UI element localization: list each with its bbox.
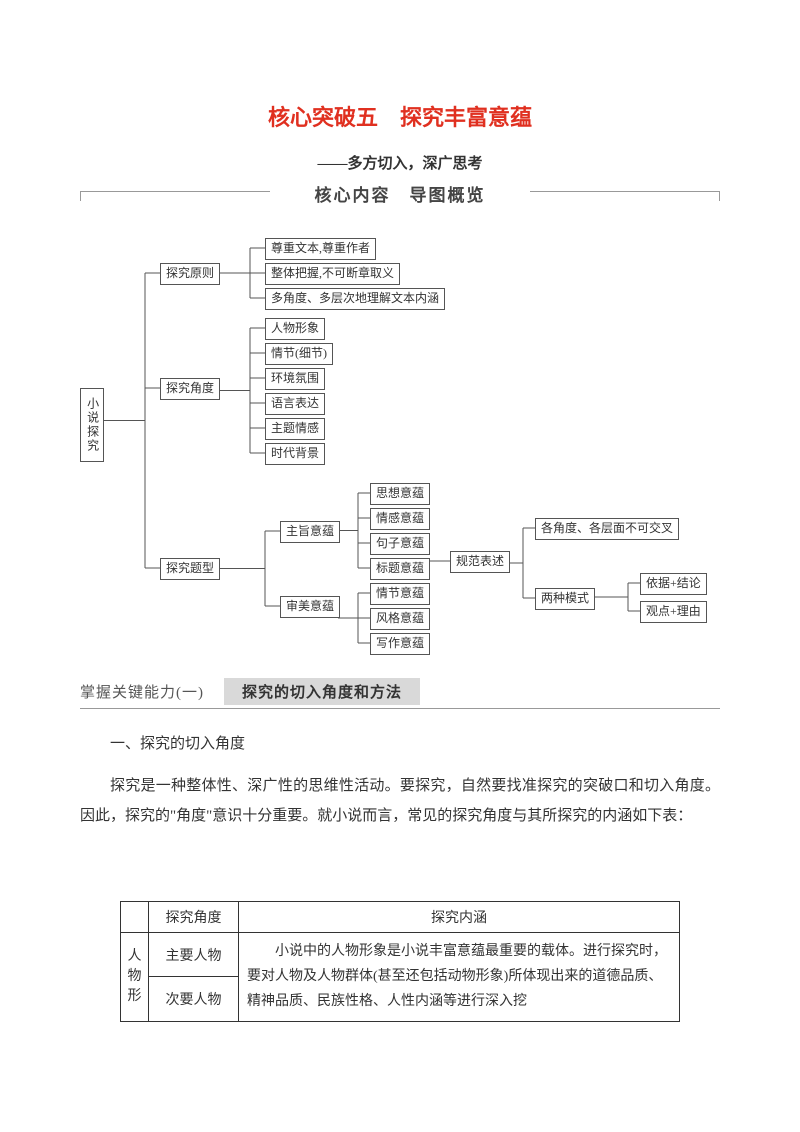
diagram-node: 尊重文本,尊重作者: [265, 238, 376, 260]
diagram-node: 探究题型: [160, 558, 220, 580]
section1-heading: 一、探究的切入角度: [80, 729, 720, 759]
diagram-node: 情节意蕴: [370, 583, 430, 605]
table-row: 人物形 主要人物 小说中的人物形象是小说丰富意蕴最重要的载体。进行探究时，要对人…: [121, 933, 680, 977]
skill-box: 探究的切入角度和方法: [224, 678, 420, 705]
diagram-node: 各角度、各层面不可交叉: [535, 518, 679, 540]
diagram-node: 规范表述: [450, 551, 510, 573]
th-blank: [121, 902, 149, 933]
diagram-node: 标题意蕴: [370, 558, 430, 580]
diagram-node: 主旨意蕴: [280, 521, 340, 543]
diagram-node: 多角度、多层次地理解文本内涵: [265, 288, 445, 310]
th-content: 探究内涵: [239, 902, 680, 933]
diagram-node: 依据+结论: [640, 573, 707, 595]
diagram-node: 写作意蕴: [370, 633, 430, 655]
diagram-node: 观点+理由: [640, 601, 707, 623]
diagram-node: 小说探究: [80, 388, 104, 462]
diagram-node: 环境氛围: [265, 368, 325, 390]
skill-row: 掌握关键能力(一) 探究的切入角度和方法: [80, 678, 720, 709]
td-angle-minor: 次要人物: [149, 977, 239, 1021]
skill-label: 掌握关键能力(一): [80, 681, 204, 702]
diagram-node: 时代背景: [265, 443, 325, 465]
td-angle-main: 主要人物: [149, 933, 239, 977]
page-title: 核心突破五 探究丰富意蕴: [80, 100, 720, 132]
diagram-node: 探究原则: [160, 263, 220, 285]
diagram-node: 人物形象: [265, 318, 325, 340]
diagram-node: 句子意蕴: [370, 533, 430, 555]
td-category: 人物形: [121, 933, 149, 1022]
diagram-node: 主题情感: [265, 418, 325, 440]
concept-diagram: 小说探究 探究原则探究角度探究题型 尊重文本,尊重作者整体把握,不可断章取义多角度、…: [80, 218, 720, 658]
banner-text: 核心内容 导图概览: [315, 186, 486, 205]
diagram-node: 审美意蕴: [280, 596, 340, 618]
section1-para: 探究是一种整体性、深广性的思维性活动。要探究，自然要找准探究的突破口和切入角度。…: [80, 771, 720, 831]
diagram-node: 情感意蕴: [370, 508, 430, 530]
section-banner: 核心内容 导图概览: [80, 181, 720, 206]
diagram-node: 整体把握,不可断章取义: [265, 263, 400, 285]
table-header-row: 探究角度 探究内涵: [121, 902, 680, 933]
diagram-node: 两种模式: [535, 588, 595, 610]
content-table: 探究角度 探究内涵 人物形 主要人物 小说中的人物形象是小说丰富意蕴最重要的载体…: [120, 901, 680, 1022]
diagram-node: 思想意蕴: [370, 483, 430, 505]
diagram-node: 探究角度: [160, 378, 220, 400]
diagram-node: 语言表达: [265, 393, 325, 415]
diagram-node: 情节(细节): [265, 343, 333, 365]
td-desc: 小说中的人物形象是小说丰富意蕴最重要的载体。进行探究时，要对人物及人物群体(甚至…: [239, 933, 680, 1022]
diagram-node: 风格意蕴: [370, 608, 430, 630]
subtitle: ——多方切入，深广思考: [80, 152, 720, 173]
th-angle: 探究角度: [149, 902, 239, 933]
